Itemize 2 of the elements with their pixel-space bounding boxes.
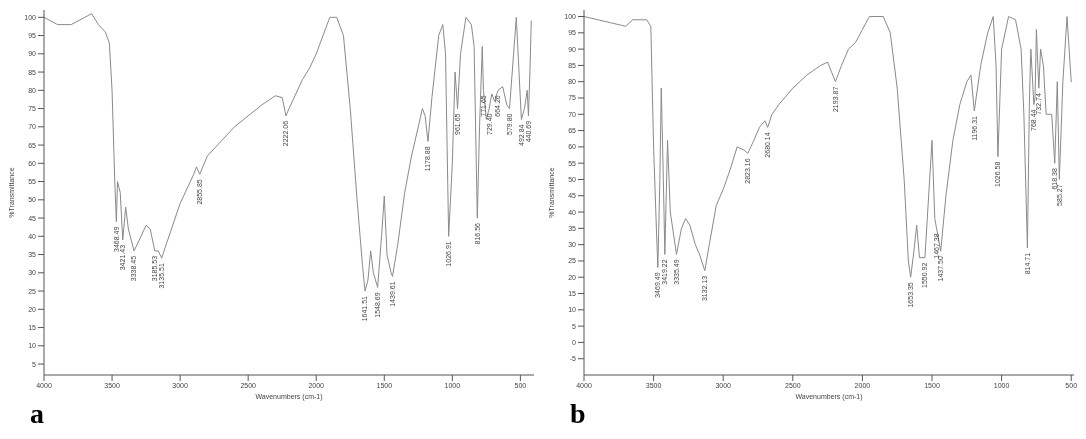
- text: b: [570, 398, 586, 430]
- text: a: [30, 398, 44, 430]
